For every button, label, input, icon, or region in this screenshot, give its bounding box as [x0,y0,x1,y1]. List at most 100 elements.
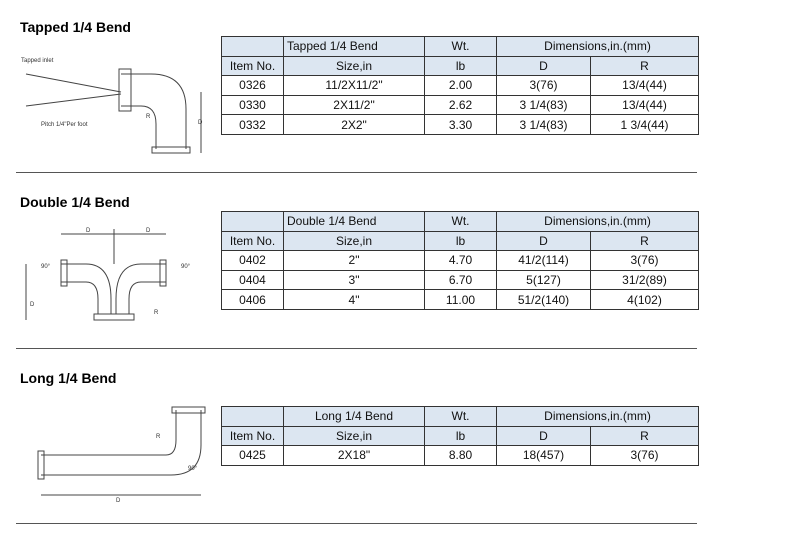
separator [16,523,697,524]
table-cell: 4" [283,289,425,310]
header-cell: Wt. [424,406,497,427]
drawing-label: 90° [181,264,191,270]
drawing-label: D [198,120,203,126]
table-cell: 0406 [221,289,284,310]
header-cell: R [590,55,699,77]
table-cell: 3.30 [424,114,497,135]
table-cell: 0326 [221,75,284,96]
header-cell: Size,in [283,55,425,77]
table-cell: 3 1/4(83) [496,114,591,135]
table-cell: 8.80 [424,445,497,466]
spec-table: Long 1/4 Bend Wt. Dimensions,in.(mm) Item N… [221,406,699,466]
table-cell: 2.62 [424,94,497,116]
table-cell: 0404 [221,269,284,291]
table-row: Item No. Size,in lb D R [221,230,699,252]
drawing: D D 90° 90° D R [25,228,191,321]
drawing: R 90° D [37,406,206,504]
header-cell: Size,in [283,230,425,252]
drawing-label: R [154,310,159,316]
drawing-label: 90° [41,264,51,270]
table-cell: 2X2" [283,114,425,135]
table-cell: 0330 [221,94,284,116]
table-cell: 0332 [221,114,284,135]
table-cell: 4(102) [590,289,699,310]
header-cell: Long 1/4 Bend [283,406,425,427]
table-cell: 13/4(44) [590,75,699,96]
table-cell: 2" [283,250,425,271]
header-cell: lb [424,230,497,252]
section: Tapped 1/4 Bend Tapped inlet Pitch 1/4"P… [0,19,800,194]
drawing-label: Pitch 1/4"Per foot [41,122,88,128]
table-cell: 2X18" [283,445,425,466]
table-cell: 18(457) [496,445,591,466]
table-cell: 13/4(44) [590,94,699,116]
drawing-label: D [146,228,151,234]
table-cell: 11.00 [424,289,497,310]
table-row: Double 1/4 Bend Wt. Dimensions,in.(mm) [221,211,699,232]
header-cell [221,36,284,57]
table-row: 0406 4" 11.00 51/2(140) 4(102) [221,289,699,310]
table-cell: 51/2(140) [496,289,591,310]
separator [16,172,697,173]
table-cell: 1 3/4(44) [590,114,699,135]
table-row: Item No. Size,in lb D R [221,55,699,77]
separator [16,348,697,349]
section: Long 1/4 Bend R 90° D Long 1/4 Bend Wt. Di… [0,370,800,545]
header-cell: lb [424,425,497,447]
spec-table: Tapped 1/4 Bend Wt. Dimensions,in.(mm) Item… [221,36,699,135]
header-cell: R [590,425,699,447]
table-row: Item No. Size,in lb D R [221,425,699,447]
header-cell: D [496,230,591,252]
drawing-label: R [146,114,151,120]
section: Double 1/4 Bend D D 90° 90° D R Double 1… [0,194,800,369]
table-cell: 0425 [221,445,284,466]
drawing-label: D [116,498,121,504]
table-row: 0404 3" 6.70 5(127) 31/2(89) [221,269,699,291]
table-cell: 3(76) [496,75,591,96]
section-title: Tapped 1/4 Bend [20,19,131,35]
header-cell: R [590,230,699,252]
header-cell: Double 1/4 Bend [283,211,425,232]
table-cell: 6.70 [424,269,497,291]
header-cell: Dimensions,in.(mm) [496,36,699,57]
spec-table: Double 1/4 Bend Wt. Dimensions,in.(mm) Item… [221,211,699,310]
header-cell: Tapped 1/4 Bend [283,36,425,57]
header-cell: Item No. [221,425,284,447]
table-cell: 3(76) [590,250,699,271]
table-cell: 3 1/4(83) [496,94,591,116]
table-cell: 31/2(89) [590,269,699,291]
header-cell [221,406,284,427]
drawing-label: 90° [188,466,198,472]
header-cell: Item No. [221,55,284,77]
drawing-label: R [156,434,161,440]
drawing-label: Tapped inlet [21,58,54,64]
table-row: 0326 11/2X11/2" 2.00 3(76) 13/4(44) [221,75,699,96]
section-title: Long 1/4 Bend [20,370,117,386]
header-cell: D [496,425,591,447]
table-cell: 0402 [221,250,284,271]
table-cell: 3(76) [590,445,699,466]
table-cell: 4.70 [424,250,497,271]
table-cell: 11/2X11/2" [283,75,425,96]
header-cell: D [496,55,591,77]
header-cell: Item No. [221,230,284,252]
header-cell: lb [424,55,497,77]
table-row: 0330 2X11/2" 2.62 3 1/4(83) 13/4(44) [221,94,699,116]
table-cell: 3" [283,269,425,291]
table-row: 0332 2X2" 3.30 3 1/4(83) 1 3/4(44) [221,114,699,135]
section-title: Double 1/4 Bend [20,194,130,210]
header-cell: Wt. [424,211,497,232]
table-row: 0425 2X18" 8.80 18(457) 3(76) [221,445,699,466]
table-cell: 5(127) [496,269,591,291]
drawing-label: D [86,228,91,234]
header-cell: Size,in [283,425,425,447]
header-cell: Dimensions,in.(mm) [496,211,699,232]
header-cell: Dimensions,in.(mm) [496,406,699,427]
table-cell: 41/2(114) [496,250,591,271]
table-cell: 2X11/2" [283,94,425,116]
table-row: 0402 2" 4.70 41/2(114) 3(76) [221,250,699,271]
header-cell [221,211,284,232]
header-cell: Wt. [424,36,497,57]
table-cell: 2.00 [424,75,497,96]
